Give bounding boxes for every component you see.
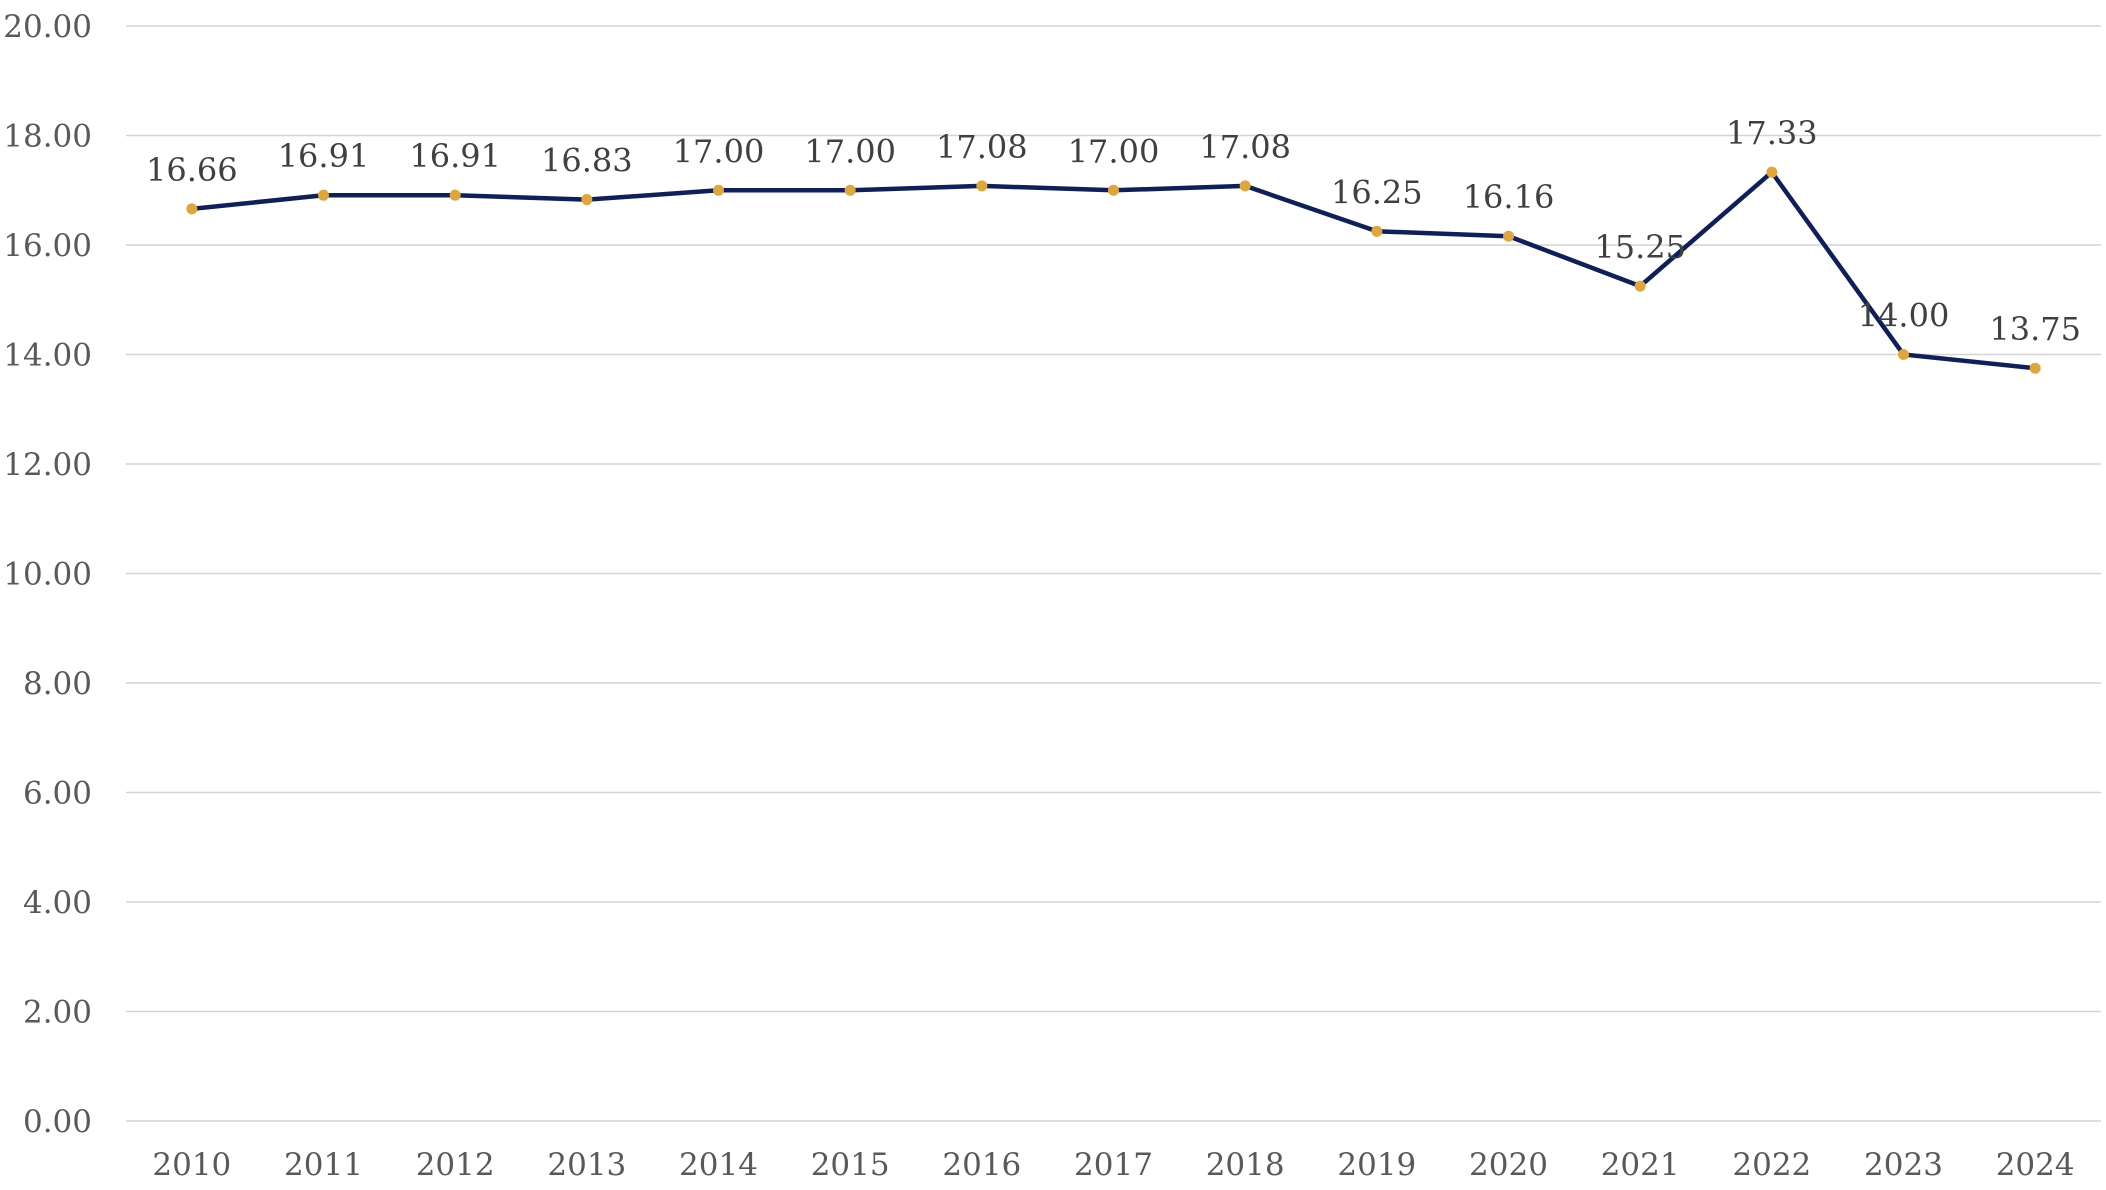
data-point bbox=[2029, 362, 2041, 374]
y-tick-label: 18.00 bbox=[3, 119, 92, 155]
data-point bbox=[449, 189, 461, 201]
data-point bbox=[1371, 225, 1383, 237]
data-label: 16.83 bbox=[541, 142, 633, 180]
data-point bbox=[1239, 180, 1251, 192]
data-label: 17.08 bbox=[936, 128, 1028, 166]
data-point bbox=[713, 184, 724, 196]
x-tick-label: 2024 bbox=[1996, 1147, 2075, 1183]
data-point bbox=[581, 194, 593, 206]
y-tick-label: 12.00 bbox=[3, 447, 92, 483]
x-tick-label: 2012 bbox=[416, 1147, 495, 1183]
data-label: 16.66 bbox=[146, 151, 238, 189]
data-label: 15.25 bbox=[1594, 228, 1686, 266]
data-point bbox=[976, 180, 988, 192]
data-point bbox=[186, 203, 198, 215]
x-tick-label: 2021 bbox=[1601, 1147, 1680, 1183]
data-label: 13.75 bbox=[1989, 310, 2081, 348]
x-tick-label: 2020 bbox=[1469, 1147, 1548, 1183]
data-label: 17.33 bbox=[1726, 114, 1818, 152]
data-label: 16.91 bbox=[278, 137, 370, 175]
y-tick-label: 14.00 bbox=[3, 338, 92, 374]
data-point bbox=[318, 189, 329, 201]
data-point bbox=[1634, 280, 1646, 292]
data-label: 16.91 bbox=[409, 137, 501, 175]
x-tick-label: 2016 bbox=[942, 1147, 1021, 1183]
y-tick-label: 10.00 bbox=[3, 557, 92, 593]
y-tick-label: 16.00 bbox=[3, 228, 92, 264]
data-point bbox=[844, 184, 856, 196]
x-tick-label: 2015 bbox=[811, 1147, 890, 1183]
data-label: 17.00 bbox=[804, 132, 896, 170]
y-tick-label: 2.00 bbox=[23, 995, 92, 1031]
series-group bbox=[186, 166, 2041, 374]
y-tick-label: 4.00 bbox=[23, 885, 92, 921]
x-tick-label: 2014 bbox=[679, 1147, 758, 1183]
gridlines bbox=[126, 25, 2101, 1122]
y-tick-label: 20.00 bbox=[3, 9, 92, 45]
data-point bbox=[1503, 230, 1514, 242]
data-point bbox=[1108, 184, 1119, 196]
x-tick-label: 2022 bbox=[1732, 1147, 1811, 1183]
data-point bbox=[1898, 349, 1909, 360]
data-label: 17.00 bbox=[1068, 132, 1160, 170]
y-tick-label: 0.00 bbox=[23, 1104, 92, 1140]
data-label: 16.25 bbox=[1331, 173, 1423, 211]
y-axis: 0.00 2.00 4.00 6.00 8.00 10.00 12.00 14.00 16.00… bbox=[3, 9, 92, 1140]
x-tick-label: 2023 bbox=[1864, 1147, 1943, 1183]
series-line bbox=[189, 169, 2038, 371]
x-tick-label: 2017 bbox=[1074, 1147, 1153, 1183]
y-tick-label: 8.00 bbox=[23, 666, 92, 702]
x-tick-label: 2013 bbox=[547, 1147, 626, 1183]
data-labels: 16.66 16.91 16.91 16.83 17.00 17.00 17.08 17.00… bbox=[146, 114, 2081, 348]
x-tick-label: 2011 bbox=[284, 1147, 363, 1183]
y-tick-label: 6.00 bbox=[23, 776, 92, 812]
data-point bbox=[1766, 166, 1778, 178]
x-tick-label: 2018 bbox=[1206, 1147, 1285, 1183]
data-label: 17.08 bbox=[1199, 128, 1291, 166]
x-tick-label: 2010 bbox=[152, 1147, 231, 1183]
x-axis: 2010 2011 2012 2013 2014 2015 2016 2017 2018 2019… bbox=[152, 1147, 2074, 1183]
x-tick-label: 2019 bbox=[1337, 1147, 1416, 1183]
data-label: 14.00 bbox=[1858, 297, 1950, 335]
data-label: 17.00 bbox=[673, 132, 765, 170]
data-label: 16.16 bbox=[1463, 178, 1555, 216]
